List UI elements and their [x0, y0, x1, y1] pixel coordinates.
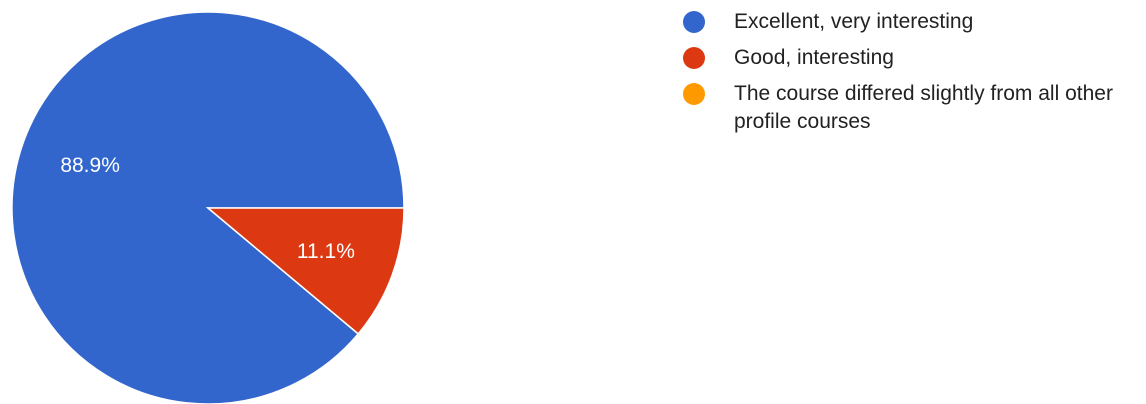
- legend-item-excellent[interactable]: Excellent, very interesting: [678, 8, 1146, 36]
- pie-plot-area: 88.9% 11.1%: [0, 0, 420, 404]
- legend-label-differed: The course differed slightly from all ot…: [734, 82, 1113, 133]
- chart-legend: Excellent, very interesting Good, intere…: [678, 8, 1146, 144]
- pie-label-excellent: 88.9%: [60, 154, 120, 177]
- pie-label-good: 11.1%: [297, 240, 355, 263]
- legend-label-excellent: Excellent, very interesting: [734, 10, 973, 33]
- legend-swatch-good: [683, 47, 705, 69]
- legend-swatch-excellent: [683, 11, 705, 33]
- legend-item-differed[interactable]: The course differed slightly from all ot…: [678, 80, 1146, 136]
- legend-item-good[interactable]: Good, interesting: [678, 44, 1146, 72]
- legend-label-good: Good, interesting: [734, 46, 894, 69]
- legend-swatch-differed: [683, 83, 705, 105]
